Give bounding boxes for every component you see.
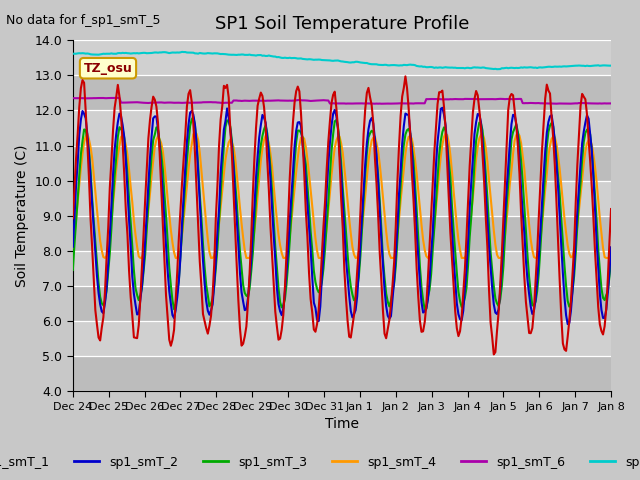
Title: SP1 Soil Temperature Profile: SP1 Soil Temperature Profile bbox=[215, 15, 469, 33]
Bar bbox=[73, 180, 611, 216]
Bar bbox=[73, 356, 611, 391]
Legend: sp1_smT_1, sp1_smT_2, sp1_smT_3, sp1_smT_4, sp1_smT_6, sp1_smT_7: sp1_smT_1, sp1_smT_2, sp1_smT_3, sp1_smT… bbox=[0, 451, 640, 474]
X-axis label: Time: Time bbox=[325, 418, 359, 432]
Bar bbox=[73, 321, 611, 356]
Bar bbox=[73, 145, 611, 180]
Text: TZ_osu: TZ_osu bbox=[84, 62, 132, 75]
Bar bbox=[73, 251, 611, 286]
Y-axis label: Soil Temperature (C): Soil Temperature (C) bbox=[15, 144, 29, 287]
Bar bbox=[73, 286, 611, 321]
Bar bbox=[73, 216, 611, 251]
Bar bbox=[73, 110, 611, 145]
Bar bbox=[73, 75, 611, 110]
Text: No data for f_sp1_smT_5: No data for f_sp1_smT_5 bbox=[6, 14, 161, 27]
Bar bbox=[73, 40, 611, 75]
